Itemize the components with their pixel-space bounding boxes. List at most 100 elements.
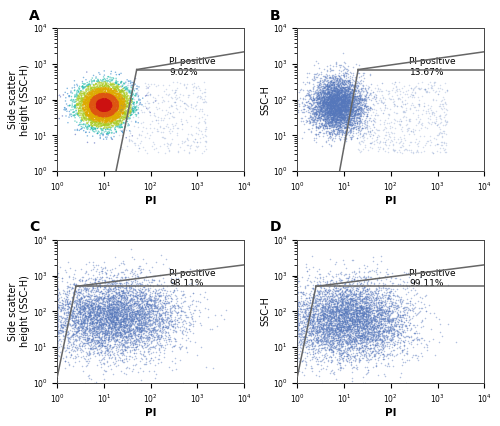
Point	[132, 305, 140, 311]
Point	[334, 121, 342, 128]
Point	[334, 83, 342, 90]
Point	[94, 101, 102, 107]
Point	[137, 320, 145, 327]
Point	[328, 113, 336, 120]
Point	[342, 321, 350, 328]
Point	[318, 324, 326, 331]
Point	[310, 294, 318, 301]
Point	[342, 318, 350, 325]
Point	[132, 276, 140, 283]
Point	[105, 124, 113, 130]
Point	[320, 80, 328, 86]
Point	[346, 101, 354, 107]
Point	[336, 85, 344, 92]
Point	[100, 81, 108, 87]
Point	[338, 90, 346, 97]
Point	[342, 98, 349, 104]
Point	[330, 348, 338, 354]
Point	[108, 117, 116, 124]
Point	[140, 315, 148, 322]
Point	[356, 111, 364, 118]
Point	[78, 97, 86, 104]
Point	[95, 92, 103, 99]
Point	[88, 105, 96, 112]
Point	[364, 326, 372, 333]
Point	[340, 134, 348, 141]
Point	[103, 331, 111, 338]
Point	[58, 302, 66, 309]
Point	[318, 101, 326, 108]
Point	[329, 304, 337, 311]
Point	[101, 99, 109, 106]
Point	[108, 94, 116, 101]
Point	[362, 297, 370, 304]
Point	[63, 285, 71, 292]
Point	[96, 109, 104, 115]
Point	[122, 109, 130, 116]
Point	[340, 95, 348, 101]
Point	[127, 291, 135, 298]
Point	[432, 88, 440, 95]
Point	[322, 98, 330, 105]
Point	[113, 114, 121, 121]
Point	[362, 292, 370, 299]
Point	[107, 86, 115, 92]
Point	[123, 294, 131, 301]
Point	[322, 105, 330, 112]
Point	[363, 119, 371, 126]
Point	[329, 94, 337, 101]
Point	[72, 313, 80, 320]
Point	[329, 86, 337, 93]
Point	[308, 319, 316, 326]
Point	[120, 317, 128, 324]
Point	[310, 109, 318, 116]
Point	[104, 98, 112, 105]
Point	[128, 82, 136, 89]
Point	[340, 307, 348, 314]
Point	[346, 99, 354, 106]
Point	[102, 103, 110, 109]
Point	[328, 95, 336, 101]
Point	[90, 311, 98, 318]
Point	[304, 98, 312, 105]
Point	[428, 84, 436, 91]
Point	[354, 340, 362, 346]
Point	[91, 109, 99, 116]
Point	[440, 138, 448, 145]
Point	[108, 98, 116, 104]
Point	[322, 115, 330, 121]
Point	[95, 98, 103, 105]
Point	[100, 99, 108, 106]
Point	[326, 123, 334, 130]
Point	[120, 268, 128, 275]
Point	[93, 296, 101, 303]
Point	[382, 313, 390, 320]
Point	[104, 99, 112, 106]
Point	[102, 93, 110, 100]
Point	[144, 316, 152, 322]
Point	[112, 112, 120, 119]
Point	[304, 334, 312, 341]
Point	[112, 297, 120, 304]
Point	[154, 313, 162, 320]
Point	[318, 308, 326, 314]
Point	[91, 98, 99, 104]
Point	[361, 351, 369, 357]
Point	[344, 96, 352, 103]
Point	[342, 111, 349, 118]
Point	[78, 317, 86, 324]
Point	[342, 118, 349, 125]
Point	[88, 305, 96, 311]
Point	[110, 340, 118, 347]
Point	[306, 328, 314, 334]
Point	[54, 291, 62, 298]
Point	[346, 340, 354, 347]
Point	[332, 100, 340, 107]
Point	[335, 91, 343, 98]
Point	[338, 271, 345, 277]
Point	[321, 299, 329, 306]
Point	[354, 346, 362, 353]
Point	[106, 93, 114, 100]
Point	[119, 313, 127, 320]
Point	[130, 320, 138, 327]
